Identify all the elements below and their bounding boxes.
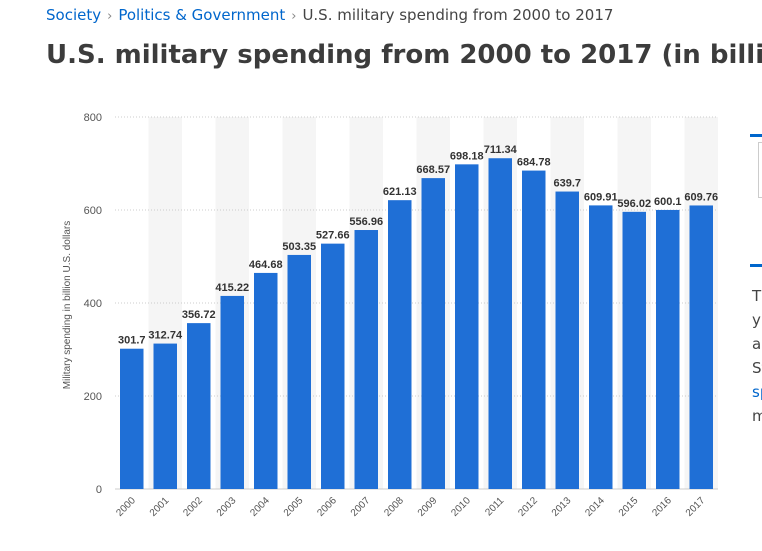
bar-2005 bbox=[287, 254, 311, 489]
bar-2014 bbox=[589, 205, 613, 489]
data-label: 556.96 bbox=[349, 216, 383, 228]
x-axis-ticks: 2000 2001 2002 2003 2004 2005 2006 2007 2008 2009… bbox=[114, 495, 707, 519]
x-tick-label: 2007 bbox=[349, 495, 373, 519]
side-text-line: m bbox=[752, 407, 762, 425]
x-tick-label: 2017 bbox=[684, 495, 708, 519]
x-tick-label: 2010 bbox=[449, 495, 473, 519]
data-label: 596.02 bbox=[617, 198, 651, 210]
breadcrumb: Society › Politics & Government › U.S. milit… bbox=[46, 6, 613, 24]
x-tick-label: 2014 bbox=[583, 495, 607, 519]
data-label: 639.7 bbox=[553, 178, 581, 190]
bar-2017 bbox=[689, 205, 713, 489]
y-tick-label: 400 bbox=[84, 298, 102, 310]
y-axis-label: Military spending in billion U.S. dollar… bbox=[62, 221, 73, 389]
x-tick-label: 2009 bbox=[416, 495, 440, 519]
x-tick-label: 2012 bbox=[516, 495, 540, 519]
bar-2013 bbox=[555, 191, 579, 489]
side-text-line[interactable]: sp bbox=[752, 383, 762, 401]
data-label: 668.57 bbox=[416, 164, 450, 176]
data-label: 527.66 bbox=[316, 230, 350, 242]
x-tick-label: 2011 bbox=[483, 495, 506, 518]
y-tick-label: 600 bbox=[84, 205, 102, 217]
bar-2010 bbox=[455, 164, 479, 489]
bar-2016 bbox=[656, 209, 680, 489]
bar-2009 bbox=[421, 178, 445, 489]
y-tick-label: 200 bbox=[84, 391, 102, 403]
x-tick-label: 2006 bbox=[315, 495, 339, 519]
x-tick-label: 2000 bbox=[114, 495, 138, 519]
side-accent-line bbox=[750, 134, 762, 137]
data-label: 415.22 bbox=[215, 282, 249, 294]
bar-2004 bbox=[254, 272, 278, 489]
side-text-line: T bbox=[752, 287, 762, 305]
bar-2011 bbox=[488, 158, 512, 489]
bar-2002 bbox=[187, 323, 211, 489]
breadcrumb-separator-icon: › bbox=[291, 9, 297, 24]
bar-chart: 0 200 400 600 800 301.7 312.74 356.72 415.22464… bbox=[62, 112, 718, 519]
data-label: 609.91 bbox=[584, 191, 618, 203]
data-label: 684.78 bbox=[517, 157, 551, 169]
side-panel: Tya St sp m bbox=[750, 0, 762, 551]
x-tick-label: 2004 bbox=[248, 495, 272, 519]
bar-2015 bbox=[622, 211, 646, 489]
breadcrumb-link-politics-government[interactable]: Politics & Government bbox=[118, 6, 286, 24]
x-tick-label: 2001 bbox=[148, 495, 172, 519]
x-tick-label: 2002 bbox=[181, 495, 205, 519]
bar-2000 bbox=[120, 348, 144, 489]
y-tick-label: 0 bbox=[96, 484, 102, 496]
data-label: 464.68 bbox=[249, 259, 283, 271]
x-tick-label: 2008 bbox=[382, 495, 406, 519]
bar-2001 bbox=[153, 343, 177, 489]
x-tick-label: 2003 bbox=[215, 495, 239, 519]
y-tick-label: 800 bbox=[84, 112, 102, 124]
data-label: 600.1 bbox=[654, 196, 682, 208]
breadcrumb-link-society[interactable]: Society bbox=[46, 6, 102, 24]
side-accent-line bbox=[750, 264, 762, 267]
side-description-text: Tya St sp m bbox=[752, 284, 762, 428]
side-text-line: a bbox=[752, 335, 762, 353]
x-tick-label: 2016 bbox=[650, 495, 674, 519]
x-tick-label: 2013 bbox=[550, 495, 574, 519]
data-label: 312.74 bbox=[148, 330, 183, 342]
chart-bars bbox=[120, 158, 713, 489]
x-tick-label: 2005 bbox=[282, 495, 306, 519]
y-axis-ticks: 0 200 400 600 800 bbox=[84, 112, 102, 496]
data-label: 301.7 bbox=[118, 335, 146, 347]
bar-2006 bbox=[321, 243, 345, 489]
chart-gridlines bbox=[115, 116, 718, 490]
bar-2003 bbox=[220, 295, 244, 489]
bar-2008 bbox=[388, 200, 412, 489]
page-title: U.S. military spending from 2000 to 2017… bbox=[46, 40, 762, 70]
side-text-line: St bbox=[752, 359, 762, 377]
bar-2012 bbox=[522, 170, 546, 489]
x-tick-label: 2015 bbox=[617, 495, 641, 519]
breadcrumb-current: U.S. military spending from 2000 to 2017 bbox=[302, 6, 614, 24]
breadcrumb-separator-icon: › bbox=[107, 9, 113, 24]
data-label: 609.76 bbox=[684, 191, 718, 203]
data-label: 711.34 bbox=[484, 144, 518, 156]
side-text-line: y bbox=[752, 311, 761, 329]
data-label: 621.13 bbox=[383, 186, 417, 198]
data-label: 698.18 bbox=[450, 150, 484, 162]
data-label: 503.35 bbox=[282, 241, 316, 253]
side-box bbox=[758, 142, 762, 198]
data-label: 356.72 bbox=[182, 309, 216, 321]
bar-2007 bbox=[354, 230, 378, 489]
